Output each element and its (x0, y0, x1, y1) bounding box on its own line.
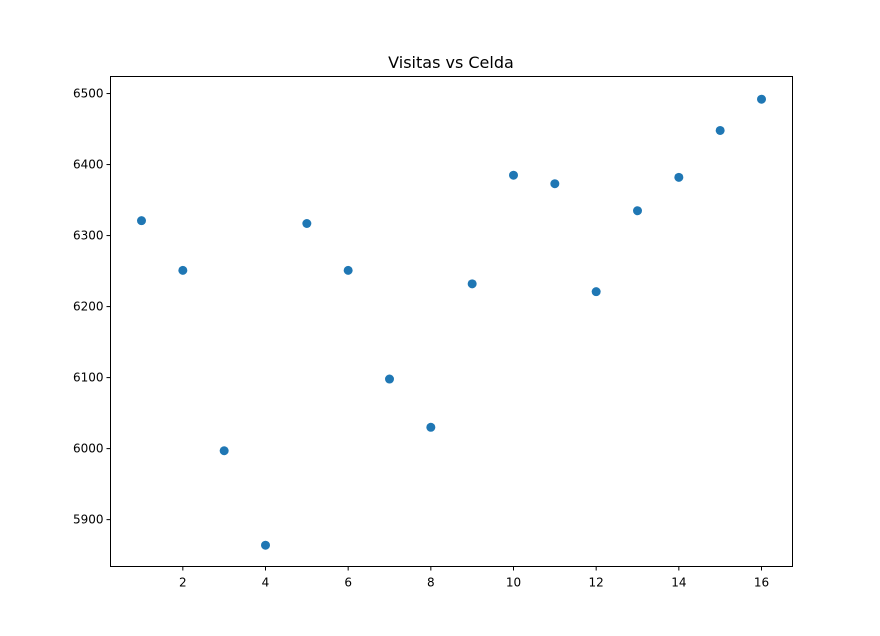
data-points (137, 94, 766, 550)
x-tick-label: 2 (179, 576, 187, 590)
data-point (550, 179, 560, 189)
y-tick-label: 6000 (73, 442, 104, 456)
data-point (715, 125, 725, 135)
y-tick-label: 6200 (73, 300, 104, 314)
data-point (674, 172, 684, 182)
y-axis-ticks: 5900 6000 6100 6200 6300 6400 6500 (73, 87, 111, 527)
x-axis-ticks: 2 4 6 8 10 12 14 16 (179, 566, 769, 590)
data-point (137, 216, 146, 226)
data-point (178, 265, 188, 275)
y-tick-label: 5900 (73, 513, 104, 527)
x-tick-label: 12 (589, 576, 604, 590)
x-tick-label: 6 (344, 576, 352, 590)
data-point (591, 287, 601, 297)
x-tick-label: 14 (671, 576, 686, 590)
data-point (302, 219, 312, 228)
data-point (219, 446, 229, 456)
data-point (757, 94, 766, 104)
x-tick-label: 16 (754, 576, 769, 590)
data-point (509, 170, 518, 180)
data-point (343, 265, 353, 275)
plot-frame (110, 76, 793, 567)
data-point (426, 422, 436, 432)
y-tick-label: 6100 (73, 371, 104, 385)
y-tick-label: 6500 (73, 87, 104, 101)
data-point (467, 279, 477, 289)
x-tick-label: 10 (506, 576, 521, 590)
data-point (261, 540, 270, 550)
data-point (385, 374, 394, 384)
y-tick-label: 6400 (73, 158, 104, 172)
x-tick-label: 8 (427, 576, 435, 590)
data-point (633, 206, 642, 216)
x-tick-label: 4 (262, 576, 270, 590)
y-tick-label: 6300 (73, 229, 104, 243)
chart-title: Visitas vs Celda (388, 53, 514, 72)
